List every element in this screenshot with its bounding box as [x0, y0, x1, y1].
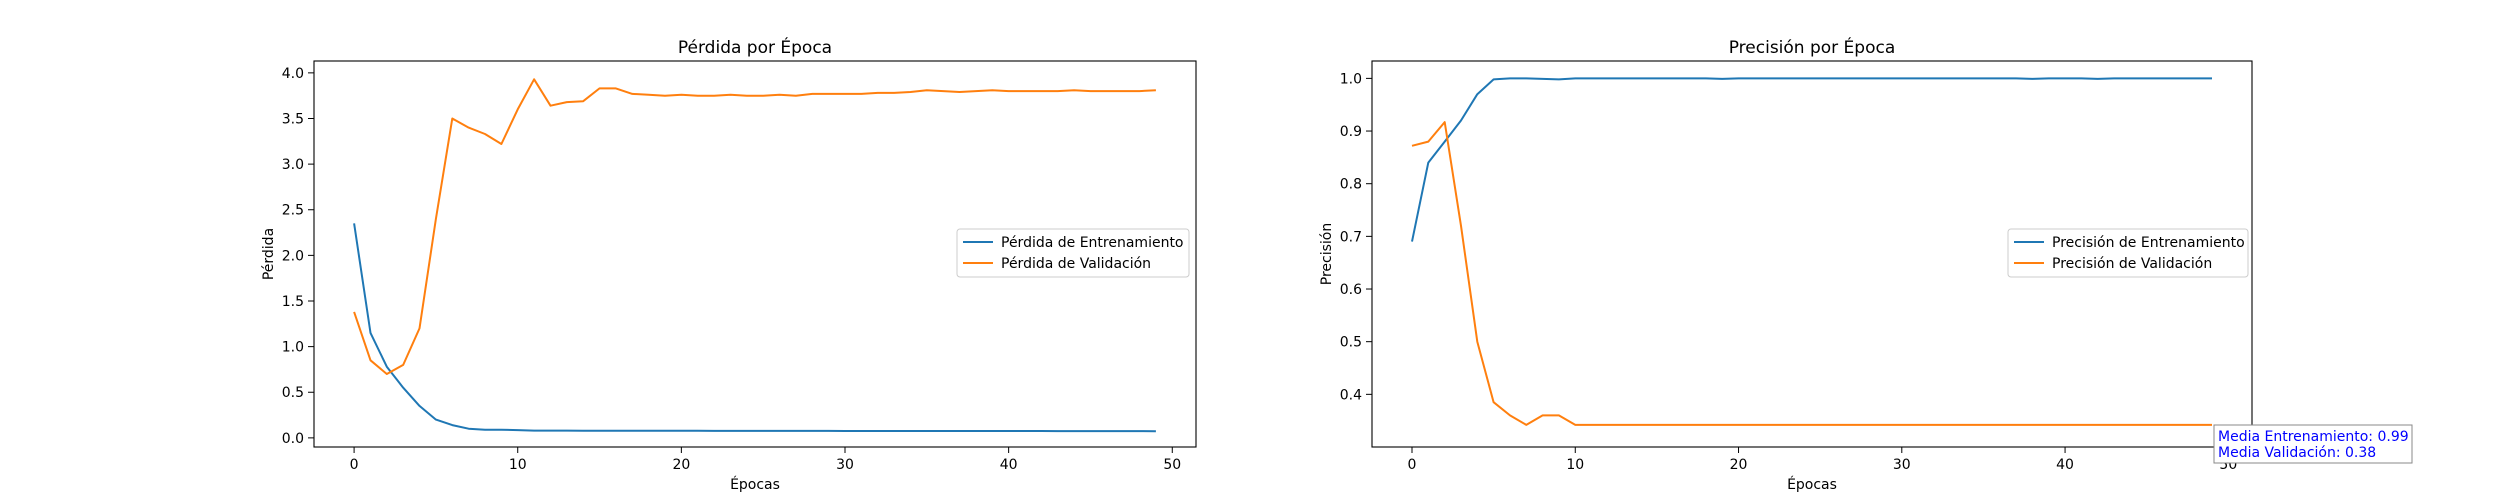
accuracy-series-line-val: [1411, 121, 2212, 426]
accuracy-y-tick-label: 0.7: [1340, 229, 1362, 245]
accuracy-x-tick-label: 20: [1730, 457, 1748, 473]
accuracy-y-tick-label: 0.4: [1340, 387, 1362, 403]
accuracy-y-tick-label: 1.0: [1340, 71, 1362, 87]
loss-y-tick-label: 3.5: [282, 111, 304, 127]
accuracy-y-ticks: 0.4 0.5 0.6 0.7 0.8 0.9 1.0: [1340, 71, 1372, 403]
loss-x-axis-label: Épocas: [730, 476, 780, 493]
loss-y-tick-label: 4.0: [282, 66, 304, 82]
accuracy-y-tick-label: 0.9: [1340, 124, 1362, 140]
accuracy-legend-label-val: Precisión de Validación: [2052, 256, 2212, 272]
accuracy-x-tick-label: 30: [1893, 457, 1911, 473]
loss-legend-label-train: Pérdida de Entrenamiento: [1001, 235, 1184, 251]
loss-y-tick-label: 0.5: [282, 385, 304, 401]
accuracy-x-tick-label: 0: [1408, 457, 1417, 473]
mean-annotation: Media Entrenamiento: 0.99 Media Validaci…: [2213, 424, 2413, 464]
accuracy-legend: Precisión de Entrenamiento Precisión de …: [2007, 228, 2249, 278]
loss-series-line-train: [353, 223, 1156, 433]
accuracy-axes-frame: [1371, 60, 2253, 448]
loss-series-line-val: [353, 78, 1156, 375]
loss-axes-frame: [313, 60, 1197, 448]
loss-y-tick-label: 2.5: [282, 203, 304, 219]
loss-series-lines: [353, 78, 1156, 433]
loss-y-axis-label: Pérdida: [261, 228, 277, 280]
accuracy-y-tick-label: 0.8: [1340, 177, 1362, 193]
accuracy-x-tick-label: 40: [2056, 457, 2074, 473]
loss-y-tick-label: 2.0: [282, 248, 304, 264]
accuracy-series-lines: [1411, 77, 2212, 426]
loss-y-ticks: 0.0 0.5 1.0 1.5 2.0 2.5 3.0 3.5 4.0: [282, 66, 314, 447]
accuracy-legend-box: [2007, 228, 2249, 278]
loss-x-tick-label: 20: [672, 457, 690, 473]
mean-annotation-box: [2213, 424, 2413, 464]
accuracy-x-ticks: 0 10 20 30 40 50: [1408, 447, 2237, 473]
loss-legend-box: [956, 228, 1190, 278]
loss-legend-label-val: Pérdida de Validación: [1001, 256, 1151, 272]
mean-annotation-train: Media Entrenamiento: 0.99: [2218, 429, 2409, 445]
accuracy-y-axis-label: Precisión: [1319, 223, 1335, 285]
accuracy-chart-title: Precisión por Época: [1729, 36, 1896, 58]
loss-chart: 0 10 20 30 40 50 0.00.51.01.52.02.53.03.54.0 …: [261, 36, 1197, 493]
loss-legend: Pérdida de Entrenamiento Pérdida de Vali…: [956, 228, 1190, 278]
loss-x-tick-label: 50: [1163, 457, 1181, 473]
loss-x-tick-label: 40: [1000, 457, 1018, 473]
accuracy-y-tick-label: 0.5: [1340, 335, 1362, 351]
loss-chart-title: Pérdida por Época: [678, 36, 832, 58]
accuracy-x-tick-label: 10: [1566, 457, 1584, 473]
loss-y-tick-label: 1.5: [282, 294, 304, 310]
accuracy-y-tick-label: 0.6: [1340, 282, 1362, 298]
accuracy-series-line-train: [1411, 77, 2212, 242]
loss-x-tick-label: 30: [836, 457, 854, 473]
loss-x-ticks: 0 10 20 30 40 50: [350, 447, 1181, 473]
loss-y-tick-label: 1.0: [282, 340, 304, 356]
accuracy-chart: 0 10 20 30 40 50 0.40.50.60.70.80.91.0 Precis…: [1319, 36, 2413, 493]
accuracy-legend-label-train: Precisión de Entrenamiento: [2052, 235, 2245, 251]
loss-x-tick-label: 10: [509, 457, 527, 473]
loss-y-tick-label: 3.0: [282, 157, 304, 173]
loss-x-tick-label: 0: [350, 457, 359, 473]
loss-y-tick-label: 0.0: [282, 431, 304, 447]
mean-annotation-val: Media Validación: 0.38: [2218, 445, 2376, 461]
accuracy-x-axis-label: Épocas: [1787, 476, 1837, 493]
